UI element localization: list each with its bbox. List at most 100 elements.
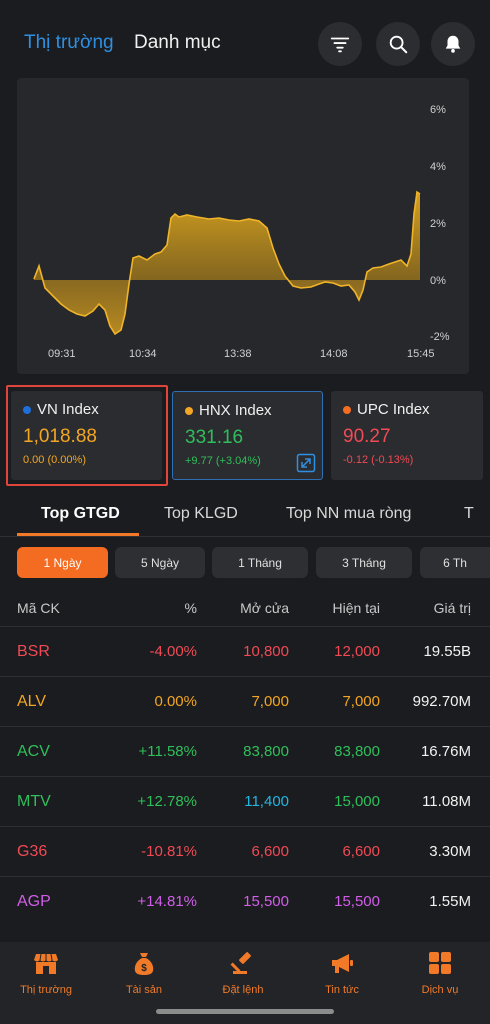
cell-value: 19.55B: [423, 643, 471, 660]
header-value[interactable]: Giá trị: [433, 600, 471, 616]
index-name: VN Index: [37, 401, 99, 418]
x-tick-label: 15:45: [407, 348, 435, 360]
upc-dot: [343, 405, 351, 414]
x-tick-label: 13:38: [224, 348, 252, 360]
price-line: [33, 190, 421, 336]
index-card-upc[interactable]: UPC Index 90.27 -0.12 (-0.13%): [331, 391, 483, 480]
index-card-vn[interactable]: VN Index 1,018.88 0.00 (0.00%): [11, 391, 162, 480]
svg-text:$: $: [141, 963, 147, 974]
cell-symbol: MTV: [17, 793, 51, 810]
area-below-zero: [34, 280, 420, 334]
y-tick-label: 0%: [430, 275, 446, 287]
header-open[interactable]: Mở cửa: [240, 600, 289, 616]
store-icon: [34, 953, 58, 974]
y-tick-label: 2%: [430, 218, 446, 230]
cell-symbol: ALV: [17, 693, 47, 710]
table-row[interactable]: ACV +11.58% 83,800 83,800 16.76M: [0, 726, 490, 776]
period-3m[interactable]: 3 Tháng: [316, 547, 412, 578]
vn-dot: [23, 405, 31, 414]
cell-open: 10,800: [243, 643, 289, 660]
hnx-dot: [185, 406, 193, 415]
header: Thị trường Danh mục: [0, 0, 490, 90]
gavel-icon: [230, 952, 251, 974]
cell-open: 6,600: [251, 843, 289, 860]
x-tick-label: 09:31: [48, 348, 76, 360]
x-tick-label: 14:08: [320, 348, 348, 360]
table-row[interactable]: MTV +12.78% 11,400 15,000 11.08M: [0, 776, 490, 826]
cell-current: 83,800: [334, 743, 380, 760]
index-name: UPC Index: [357, 401, 430, 418]
index-value: 1,018.88: [23, 426, 97, 447]
nav-label: Tài sản: [125, 984, 163, 996]
index-value: 90.27: [343, 426, 391, 447]
nav-order[interactable]: Đặt lệnh: [203, 950, 283, 996]
filter-icon: [330, 37, 350, 53]
period-6m[interactable]: 6 Th: [420, 547, 490, 578]
cell-percent: 0.00%: [154, 693, 197, 710]
index-change: 0.00 (0.00%): [23, 454, 86, 466]
cell-current: 6,600: [342, 843, 380, 860]
cell-open: 15,500: [243, 893, 289, 910]
search-icon: [389, 35, 408, 54]
index-change: +9.77 (+3.04%): [185, 455, 261, 467]
notification-button[interactable]: [431, 22, 475, 66]
cell-symbol: BSR: [17, 643, 50, 660]
header-percent[interactable]: %: [184, 600, 197, 616]
cell-open: 83,800: [243, 743, 289, 760]
index-value: 331.16: [185, 427, 244, 448]
cell-value: 16.76M: [420, 743, 471, 760]
cell-value: 992.70M: [412, 693, 471, 710]
y-tick-label: 6%: [430, 104, 446, 116]
y-tick-label: 4%: [430, 161, 446, 173]
table-row[interactable]: BSR -4.00% 10,800 12,000 19.55B: [0, 626, 490, 676]
index-chart[interactable]: 6% 4% 2% 0% -2% 09:31 10:34 13:38 14:08 15:45: [17, 78, 469, 374]
cell-symbol: AGP: [17, 893, 51, 910]
cell-open: 7,000: [251, 693, 289, 710]
nav-market[interactable]: Thị trường: [6, 950, 86, 996]
x-tick-label: 10:34: [129, 348, 157, 360]
nav-assets[interactable]: $ Tài sản: [104, 950, 184, 996]
tab-market[interactable]: Thị trường: [24, 32, 114, 53]
header-current[interactable]: Hiện tại: [332, 600, 380, 616]
period-5d[interactable]: 5 Ngày: [115, 547, 205, 578]
index-card-hnx[interactable]: HNX Index 331.16 +9.77 (+3.04%): [172, 391, 323, 480]
cell-current: 7,000: [342, 693, 380, 710]
tab-top-nn[interactable]: Top NN mua ròng: [286, 505, 412, 522]
period-1m[interactable]: 1 Tháng: [212, 547, 308, 578]
grid-icon: [429, 952, 451, 974]
table-row[interactable]: AGP +14.81% 15,500 15,500 1.55M: [0, 876, 490, 926]
nav-label: Thị trường: [20, 984, 72, 996]
index-change: -0.12 (-0.13%): [343, 454, 414, 466]
bell-icon: [445, 35, 461, 53]
table-row[interactable]: G36 -10.81% 6,600 6,600 3.30M: [0, 826, 490, 876]
filter-button[interactable]: [318, 22, 362, 66]
tab-more[interactable]: T: [464, 505, 474, 522]
index-name: HNX Index: [199, 402, 272, 419]
header-symbol[interactable]: Mã CK: [17, 600, 60, 616]
cell-current: 12,000: [334, 643, 380, 660]
tab-top-gtgd[interactable]: Top GTGD: [41, 505, 120, 522]
cell-symbol: ACV: [17, 743, 50, 760]
period-1d[interactable]: 1 Ngày: [17, 547, 108, 578]
table-row[interactable]: ALV 0.00% 7,000 7,000 992.70M: [0, 676, 490, 726]
cell-value: 1.55M: [429, 893, 471, 910]
cell-percent: +12.78%: [137, 793, 197, 810]
cell-current: 15,000: [334, 793, 380, 810]
home-indicator: [156, 1009, 334, 1014]
nav-label: Tin tức: [325, 984, 359, 996]
nav-label: Dịch vụ: [421, 984, 459, 996]
index-chart-svg: 6% 4% 2% 0% -2% 09:31 10:34 13:38 14:08 15:45: [33, 104, 450, 360]
area-above-zero: [34, 192, 420, 280]
tab-watchlist[interactable]: Danh mục: [134, 32, 221, 53]
expand-icon[interactable]: [296, 453, 316, 473]
megaphone-icon: [332, 954, 353, 973]
nav-news[interactable]: Tin tức: [302, 950, 382, 996]
cell-open: 11,400: [244, 793, 289, 810]
tab-top-klgd[interactable]: Top KLGD: [164, 505, 238, 522]
nav-services[interactable]: Dịch vụ: [400, 950, 480, 996]
cell-percent: -4.00%: [149, 643, 197, 660]
selected-card-outline: [6, 385, 168, 486]
cell-symbol: G36: [17, 843, 48, 860]
search-button[interactable]: [376, 22, 420, 66]
cell-value: 3.30M: [429, 843, 471, 860]
